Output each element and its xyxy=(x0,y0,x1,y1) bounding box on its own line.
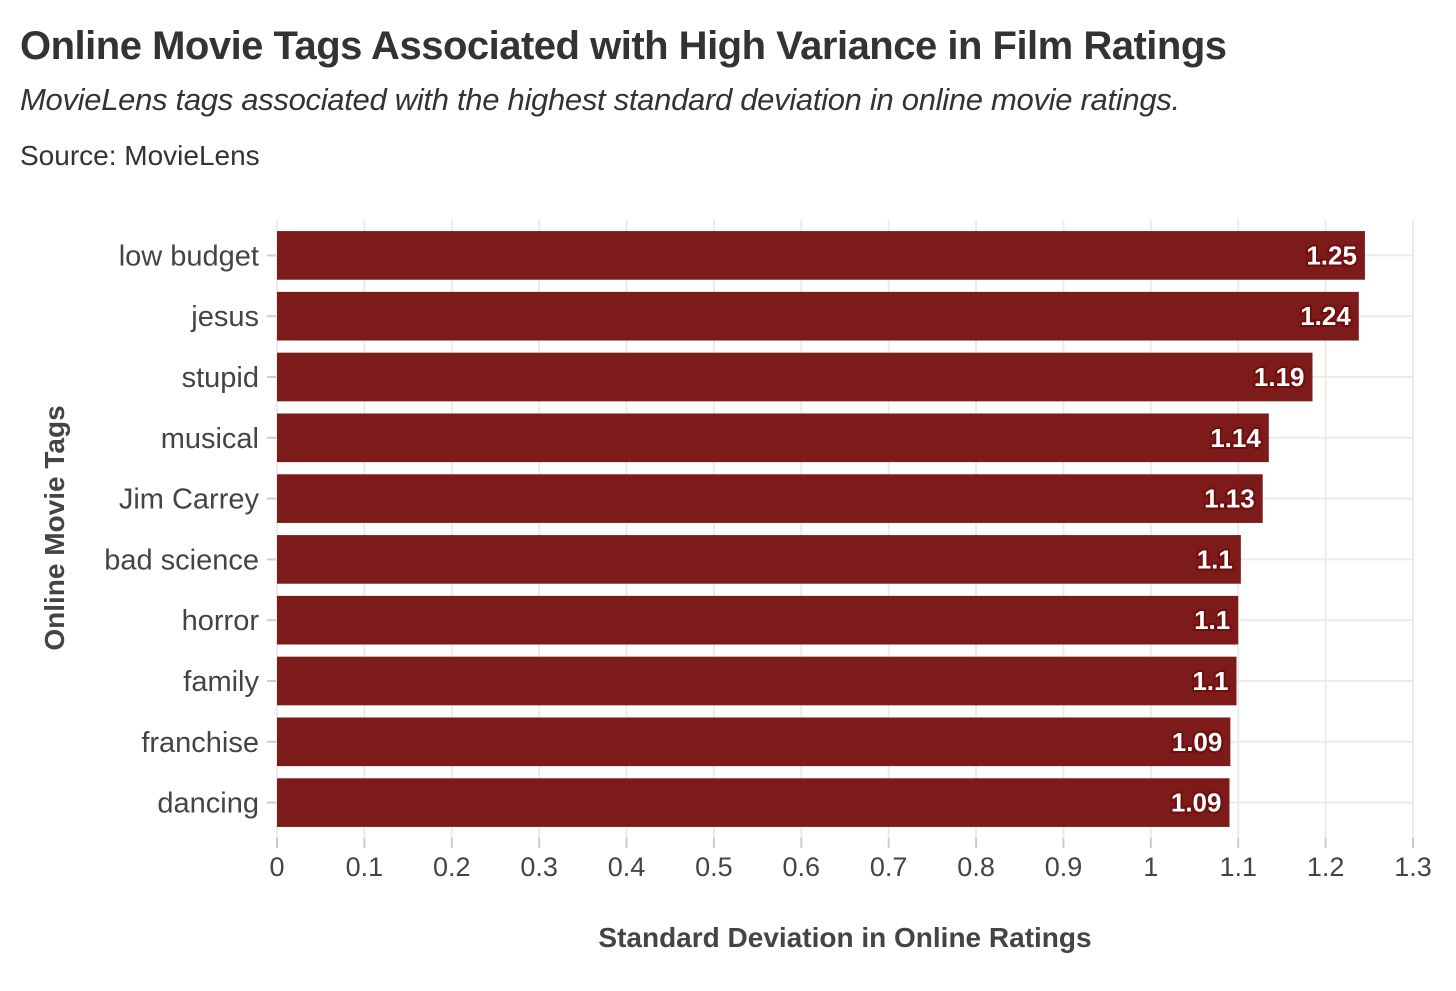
x-tick-label: 0.8 xyxy=(957,852,995,882)
bars xyxy=(277,231,1365,827)
category-labels: low budget jesus stupid musical Jim Carrey ba… xyxy=(104,240,259,819)
x-tick-label: 0.4 xyxy=(608,852,646,882)
chart-title: Online Movie Tags Associated with High V… xyxy=(20,24,1227,68)
chart-subtitle: MovieLens tags associated with the highe… xyxy=(20,82,1180,117)
data-labels: 1.25 1.24 1.19 1.14 1.13 1.1 1.1 1.1 1.09 1.09 xyxy=(1169,238,1359,819)
bar xyxy=(277,474,1263,523)
x-tick-label: 0.2 xyxy=(433,852,471,882)
category-label: dancing xyxy=(157,788,259,820)
x-tick-label: 0.7 xyxy=(870,852,908,882)
x-tick-label: 0.9 xyxy=(1045,852,1083,882)
data-label: 1.1 xyxy=(1194,605,1230,635)
category-label: low budget xyxy=(119,240,259,272)
x-axis-ticks: 0 0.1 0.2 0.3 0.4 0.5 0.6 0.7 0.8 0.9 1 1.1 1.2 1.3 xyxy=(269,838,1432,882)
bar xyxy=(277,291,1359,341)
data-label: 1.19 xyxy=(1254,362,1305,392)
bar xyxy=(277,352,1313,402)
x-tick-label: 1.2 xyxy=(1307,852,1345,882)
chart-source: Source: MovieLens xyxy=(20,140,260,171)
bar xyxy=(277,595,1239,645)
x-tick-label: 1 xyxy=(1143,852,1158,882)
bar xyxy=(277,231,1365,280)
x-tick-label: 0.6 xyxy=(783,852,821,882)
x-tick-label: 0.3 xyxy=(520,852,558,882)
category-label: jesus xyxy=(190,301,259,333)
data-label: 1.25 xyxy=(1306,240,1357,270)
data-label: 1.13 xyxy=(1204,484,1255,514)
y-axis-title: Online Movie Tags xyxy=(39,405,70,650)
category-label: bad science xyxy=(104,544,259,576)
x-tick-label: 1.1 xyxy=(1219,852,1257,882)
bar xyxy=(277,656,1237,706)
bar xyxy=(277,535,1241,584)
data-label: 1.09 xyxy=(1171,788,1222,818)
data-label: 1.1 xyxy=(1197,544,1233,574)
category-label: musical xyxy=(161,423,259,455)
bar xyxy=(277,413,1269,463)
data-label: 1.24 xyxy=(1300,301,1351,331)
category-label: family xyxy=(183,666,259,698)
bar xyxy=(277,778,1230,827)
x-tick-label: 0.1 xyxy=(346,852,384,882)
x-tick-label: 0.5 xyxy=(695,852,733,882)
bar xyxy=(277,717,1231,767)
category-label: stupid xyxy=(182,362,259,394)
data-label: 1.14 xyxy=(1210,423,1261,453)
data-label: 1.09 xyxy=(1172,727,1223,757)
category-label: franchise xyxy=(141,727,259,759)
data-label: 1.1 xyxy=(1192,666,1228,696)
x-axis-title: Standard Deviation in Online Ratings xyxy=(598,922,1091,953)
x-tick-label: 0 xyxy=(269,852,284,882)
category-label: Jim Carrey xyxy=(119,484,260,516)
x-tick-label: 1.3 xyxy=(1394,852,1432,882)
category-label: horror xyxy=(182,605,260,637)
